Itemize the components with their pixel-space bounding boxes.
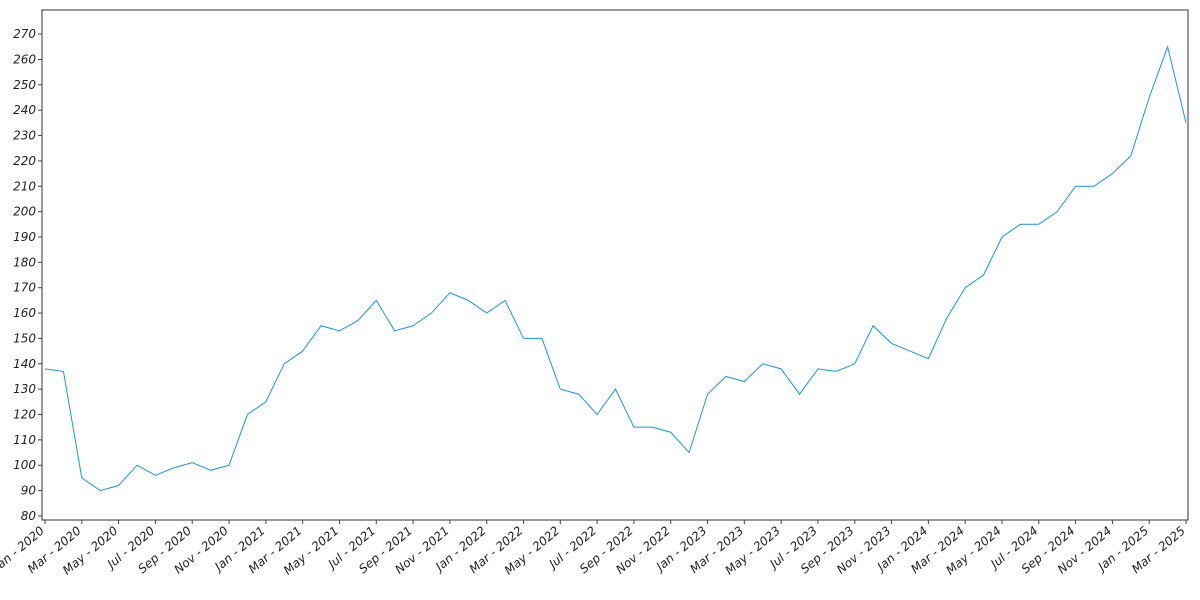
- price-line: [44, 45, 1187, 492]
- y-tick-label: 170: [13, 281, 36, 295]
- y-tick-label: 140: [13, 357, 36, 371]
- y-tick-label: 150: [13, 331, 36, 345]
- y-tick-label: 250: [13, 78, 36, 92]
- y-tick-label: 130: [13, 382, 36, 396]
- y-tick-label: 120: [13, 408, 36, 422]
- y-tick-label: 210: [13, 179, 36, 193]
- y-tick-label: 100: [13, 458, 36, 472]
- y-tick-label: 220: [13, 154, 36, 168]
- y-tick-label: 190: [13, 230, 36, 244]
- y-tick-label: 270: [13, 27, 36, 41]
- y-tick-label: 230: [13, 129, 36, 143]
- y-tick-label: 260: [13, 52, 36, 66]
- y-tick-label: 180: [13, 255, 36, 269]
- y-tick-label: 240: [13, 103, 36, 117]
- y-tick-label: 110: [13, 433, 36, 447]
- plot-frame: [41, 9, 1189, 521]
- y-tick-label: 160: [13, 306, 36, 320]
- y-tick-label: 90: [21, 484, 37, 498]
- y-tick-label: 200: [13, 205, 36, 219]
- y-tick-label: 80: [21, 509, 37, 523]
